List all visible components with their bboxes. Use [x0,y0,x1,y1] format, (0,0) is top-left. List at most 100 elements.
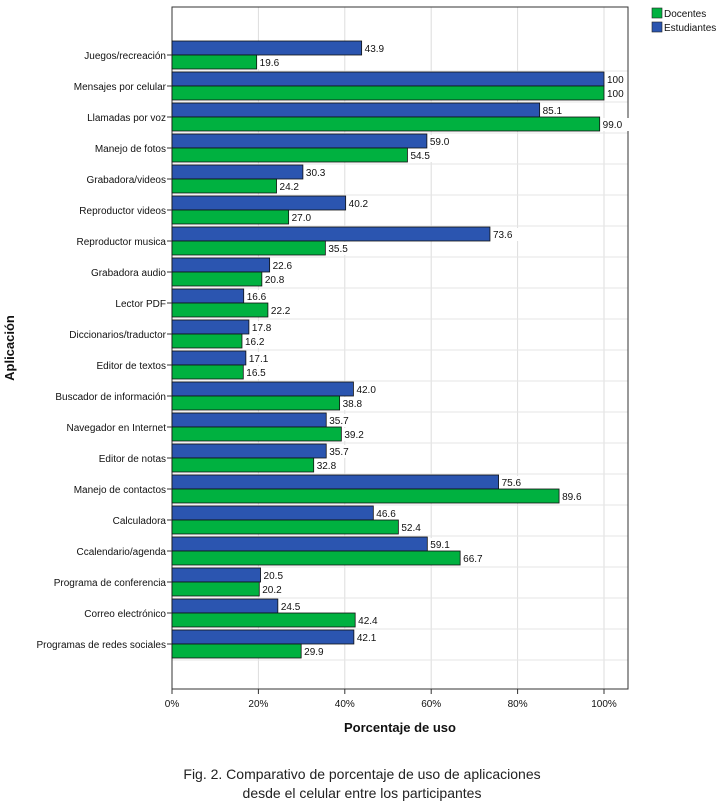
bar-docentes [171,302,269,318]
bar-estudiantes [171,102,541,118]
bar-estudiantes [171,226,491,242]
data-label: 38.8 [343,399,363,410]
y-tick-label: Programas de redes sociales [36,640,166,651]
x-tick-label: 0% [165,699,180,710]
data-label: 100 [607,89,624,100]
bar-docentes [171,550,461,566]
x-tick-label: 40% [335,699,355,710]
bar-docentes [171,643,302,659]
y-tick-label: Editor de textos [97,361,166,372]
data-label-background [605,73,627,86]
bar-docentes [171,364,244,380]
data-label-background [302,645,331,658]
bar-estudiantes [171,71,605,87]
y-tick-label: Navegador en Internet [66,423,166,434]
data-label-background [354,383,383,396]
bar-estudiantes [171,629,355,645]
bar-estudiantes [171,598,279,614]
data-label: 59.0 [430,137,450,148]
bar-docentes [171,209,290,225]
bar-estudiantes [171,474,499,490]
data-label-background [268,304,297,317]
data-label: 89.6 [562,492,582,503]
data-label: 19.6 [260,58,280,69]
data-label: 17.8 [252,323,272,334]
data-label: 29.9 [304,647,324,658]
figure-caption-line2: desde el celular entre los participantes [242,785,482,801]
bar-docentes [171,271,263,287]
data-label-background [428,538,457,551]
data-label: 42.0 [356,385,376,396]
data-label-background [560,490,589,503]
bar-estudiantes [171,505,374,521]
data-label: 20.2 [262,585,282,596]
bar-estudiantes [171,164,304,180]
x-tick-label: 80% [508,699,528,710]
data-label-background [340,397,369,410]
data-label-background [261,569,290,582]
legend: Docentes Estudiantes [651,7,716,34]
data-label: 20.8 [265,275,285,286]
bar-estudiantes [171,288,245,304]
bar-estudiantes [171,350,247,366]
data-label: 24.5 [281,602,301,613]
y-tick-label: Ccalendario/agenda [76,547,166,558]
data-label-background [242,335,271,348]
data-label-background [249,321,278,334]
y-tick-label: Grabadora/videos [87,175,167,186]
data-label-background [605,87,627,100]
data-label: 54.5 [410,151,430,162]
data-label-background [277,180,306,193]
data-label-background [399,521,428,534]
data-label-background [270,259,299,272]
bar-estudiantes [171,381,354,397]
data-label-background [327,445,356,458]
data-label-background [490,228,519,241]
y-tick-label: Reproductor musica [77,237,167,248]
data-label-background [257,56,286,69]
y-tick-label: Manejo de fotos [95,144,166,155]
bar-estudiantes [171,567,261,583]
y-tick-label: Calculadora [113,516,167,527]
data-label: 52.4 [401,523,421,534]
data-label: 35.5 [328,244,348,255]
data-label: 17.1 [249,354,269,365]
data-label-background [327,414,356,427]
data-label-background [326,242,355,255]
data-label: 46.6 [376,509,396,520]
bar-docentes [171,85,605,101]
legend-label-docentes: Docentes [664,9,706,20]
bar-docentes [171,116,601,132]
bar-estudiantes [171,536,428,552]
data-label: 75.6 [502,478,522,489]
data-label-background [244,366,273,379]
data-label-background [374,507,403,520]
data-label: 16.6 [247,292,267,303]
data-label-background [461,552,490,565]
data-label: 20.5 [264,571,284,582]
bar-docentes [171,54,258,70]
data-label: 32.8 [317,461,337,472]
y-tick-label: Manejo de contactos [74,485,166,496]
data-label-background [427,135,456,148]
data-label: 43.9 [365,44,385,55]
data-label-background [244,290,273,303]
bar-docentes [171,178,277,194]
y-tick-label: Lector PDF [115,299,166,310]
bar-docentes [171,519,399,535]
data-label-background [342,428,371,441]
data-label: 16.5 [246,368,266,379]
legend-swatch-docentes [651,7,663,19]
legend-label-estudiantes: Estudiantes [664,23,716,34]
bar-docentes [171,457,315,473]
bar-docentes [171,488,560,504]
data-label-background [408,149,437,162]
y-tick-label: Juegos/recreación [84,51,166,62]
figure-caption-line1: Fig. 2. Comparativo de porcentaje de uso… [183,766,541,782]
data-label-background [600,118,629,131]
y-axis-title: Aplicación [2,315,17,381]
data-label: 99.0 [603,120,623,131]
data-label-background [354,631,383,644]
bar-docentes [171,395,341,411]
data-label: 40.2 [349,199,369,210]
